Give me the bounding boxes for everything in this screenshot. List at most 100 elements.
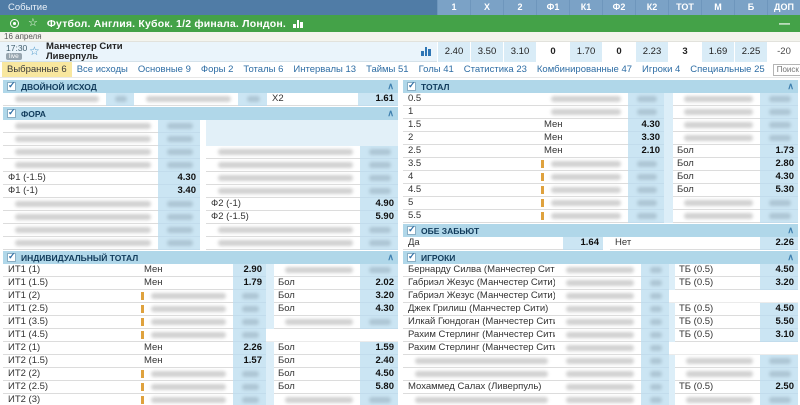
under-blurred[interactable] bbox=[540, 184, 628, 197]
odds-value[interactable]: 2.80 bbox=[760, 158, 798, 171]
over-label[interactable]: Бол bbox=[673, 171, 760, 184]
odds-value[interactable]: 2.02 bbox=[360, 277, 398, 290]
tab-players[interactable]: Игроки 4 bbox=[642, 64, 681, 75]
under-label[interactable]: Мен bbox=[540, 132, 628, 145]
section-header[interactable]: ✓ ИНДИВИДУАЛЬНЫЙ ТОТАЛ ∧ bbox=[3, 251, 398, 264]
under-blurred[interactable] bbox=[555, 394, 641, 405]
over-label[interactable]: Бол bbox=[673, 145, 760, 158]
no-label[interactable]: Нет bbox=[610, 237, 760, 250]
odds-blurred[interactable] bbox=[760, 93, 798, 106]
odds-blurred[interactable] bbox=[360, 264, 398, 277]
under-blurred[interactable] bbox=[540, 93, 628, 106]
odds-blurred[interactable] bbox=[641, 290, 669, 303]
under-blurred[interactable] bbox=[555, 381, 641, 394]
odds-value[interactable]: 5.80 bbox=[360, 381, 398, 394]
under-blurred[interactable] bbox=[555, 277, 641, 290]
under-blurred[interactable] bbox=[555, 368, 641, 381]
over-label[interactable]: Бол bbox=[274, 277, 360, 290]
outcome-label[interactable]: X2 bbox=[267, 93, 358, 106]
section-header[interactable]: ✓ ТОТАЛ ∧ bbox=[403, 80, 798, 93]
odds-blurred[interactable] bbox=[641, 342, 669, 355]
odds-value[interactable]: 1.79 bbox=[233, 277, 266, 290]
under-label[interactable]: Мен bbox=[140, 342, 233, 355]
odds-blurred[interactable] bbox=[641, 394, 669, 405]
odds-blurred[interactable] bbox=[360, 394, 398, 405]
section-checkbox[interactable]: ✓ bbox=[7, 252, 16, 262]
odds-blurred[interactable] bbox=[158, 211, 200, 224]
handicap-blurred[interactable] bbox=[206, 224, 360, 237]
odds-blurred[interactable] bbox=[641, 303, 669, 316]
section-header[interactable]: ✓ ФОРА ∧ bbox=[3, 107, 398, 120]
over-blurred[interactable] bbox=[673, 210, 760, 223]
over-blurred[interactable] bbox=[675, 368, 760, 381]
handicap-label[interactable]: Ф2 (-1) bbox=[206, 198, 360, 211]
odds-k2[interactable]: 2.23 bbox=[635, 42, 668, 62]
odds-blurred[interactable] bbox=[641, 264, 669, 277]
over-label[interactable]: Бол bbox=[274, 342, 360, 355]
handicap-blurred[interactable] bbox=[206, 185, 360, 198]
under-label[interactable]: Мен bbox=[540, 145, 628, 158]
odds-blurred[interactable] bbox=[233, 329, 266, 342]
under-label[interactable]: Мен bbox=[140, 264, 233, 277]
odds-blurred[interactable] bbox=[628, 158, 664, 171]
statistics-icon[interactable] bbox=[293, 19, 303, 28]
over-label[interactable]: ТБ (0.5) bbox=[675, 316, 760, 329]
odds-blurred[interactable] bbox=[760, 197, 798, 210]
odds-value[interactable]: 4.50 bbox=[760, 303, 798, 316]
handicap-label[interactable]: Ф1 (-1.5) bbox=[3, 172, 158, 185]
section-header[interactable]: ✓ ОБЕ ЗАБЬЮТ ∧ bbox=[403, 224, 798, 237]
handicap-blurred[interactable] bbox=[3, 198, 158, 211]
odds-value[interactable]: 1.61 bbox=[358, 93, 398, 106]
odds-value[interactable]: 3.20 bbox=[760, 277, 798, 290]
odds-blurred[interactable] bbox=[760, 132, 798, 145]
over-label[interactable]: Бол bbox=[274, 290, 360, 303]
handicap-label[interactable]: Ф1 (-1) bbox=[3, 185, 158, 198]
odds-blurred[interactable] bbox=[628, 184, 664, 197]
odds-blurred[interactable] bbox=[233, 394, 266, 405]
odds-blurred[interactable] bbox=[360, 237, 398, 250]
handicap-blurred[interactable] bbox=[3, 237, 158, 250]
odds-blurred[interactable] bbox=[233, 381, 266, 394]
odds-blurred[interactable] bbox=[641, 316, 669, 329]
odds-1[interactable]: 2.40 bbox=[437, 42, 470, 62]
tab-statistics[interactable]: Статистика 23 bbox=[463, 64, 527, 75]
over-blurred[interactable] bbox=[673, 132, 760, 145]
odds-over[interactable]: 2.25 bbox=[734, 42, 767, 62]
section-checkbox[interactable]: ✓ bbox=[407, 81, 416, 91]
handicap-blurred[interactable] bbox=[3, 133, 158, 146]
odds-blurred[interactable] bbox=[233, 303, 266, 316]
odds-x[interactable]: 3.50 bbox=[470, 42, 503, 62]
handicap-blurred[interactable] bbox=[3, 146, 158, 159]
odds-blurred[interactable] bbox=[641, 381, 669, 394]
over-blurred[interactable] bbox=[673, 106, 760, 119]
odds-blurred[interactable] bbox=[360, 146, 398, 159]
odds-blurred[interactable] bbox=[158, 133, 200, 146]
odds-blurred[interactable] bbox=[760, 355, 798, 368]
under-blurred[interactable] bbox=[555, 342, 641, 355]
odds-blurred[interactable] bbox=[158, 198, 200, 211]
odds-blurred[interactable] bbox=[158, 224, 200, 237]
tab-combined[interactable]: Комбинированные 47 bbox=[536, 64, 633, 75]
outcome-12-blurred[interactable] bbox=[134, 93, 238, 106]
under-blurred[interactable] bbox=[140, 381, 233, 394]
odds-value[interactable]: 2.40 bbox=[360, 355, 398, 368]
match-statistics-icon[interactable] bbox=[421, 47, 431, 56]
collapse-league-icon[interactable]: — bbox=[779, 17, 790, 30]
tab-totals[interactable]: Тоталы 6 bbox=[243, 64, 284, 75]
under-blurred[interactable] bbox=[140, 368, 233, 381]
over-blurred[interactable] bbox=[673, 197, 760, 210]
odds-value[interactable]: 4.30 bbox=[628, 119, 664, 132]
chevron-up-icon[interactable]: ∧ bbox=[387, 108, 394, 118]
odds-blurred[interactable] bbox=[158, 237, 200, 250]
under-blurred[interactable] bbox=[140, 290, 233, 303]
over-blurred[interactable] bbox=[274, 316, 360, 329]
odds-value[interactable]: 3.20 bbox=[360, 290, 398, 303]
odds-blurred[interactable] bbox=[641, 355, 669, 368]
odds-dop[interactable]: -20 bbox=[767, 42, 800, 62]
odds-blurred[interactable] bbox=[233, 290, 266, 303]
under-blurred[interactable] bbox=[540, 197, 628, 210]
odds-blurred[interactable] bbox=[641, 368, 669, 381]
odds-blurred[interactable] bbox=[760, 106, 798, 119]
odds-value[interactable]: 2.90 bbox=[233, 264, 266, 277]
odds-blurred[interactable] bbox=[233, 368, 266, 381]
